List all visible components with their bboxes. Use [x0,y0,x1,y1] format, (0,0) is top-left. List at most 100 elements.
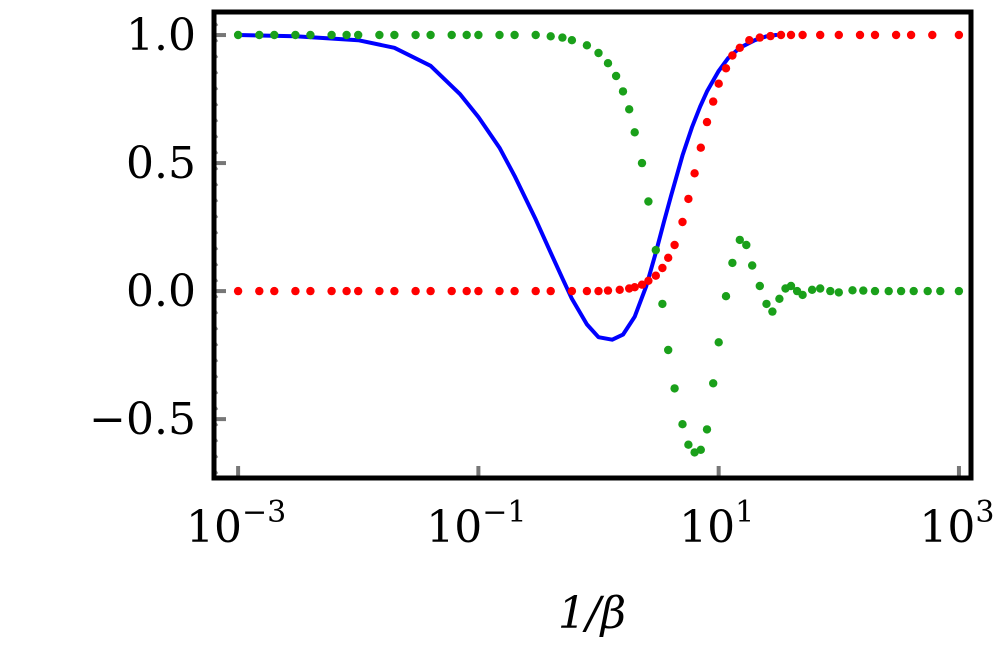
series-1-point [678,217,687,227]
series-2-point [735,235,744,245]
series-2-point [233,30,243,40]
series-1-point [426,286,435,296]
series-1-point [255,286,264,296]
series-2-point [709,379,718,388]
series-2-point [390,30,399,40]
series-2-point [644,197,653,206]
ticks [211,19,961,480]
series-2-point [684,440,693,449]
series-2-point [447,30,456,40]
series-2-point [255,30,264,40]
series-2-point [567,36,577,45]
series-1-point [375,286,384,296]
series-2-point [859,286,868,295]
series-2-point [327,30,336,40]
series-1-point [834,30,843,40]
series-1-point [721,64,731,73]
series-2-point [630,128,639,137]
series-0-line [236,33,778,342]
y-tick-label: −0.5 [89,394,196,445]
series-1-point [651,271,660,280]
series-1-point [637,280,647,289]
x-tick-label: 10−3 [186,495,286,553]
series-1-point [582,286,592,296]
series-2-point [625,105,634,114]
series-2-point [870,286,880,296]
series-2-point [762,299,771,309]
series-2-point [748,261,757,270]
series-2-point [426,30,435,40]
series-2-point [786,281,796,291]
series-1-point [658,263,667,273]
series-1-point [696,143,705,152]
series-1-point [474,286,483,296]
series-1-point [664,253,673,262]
series-1-point [798,30,807,40]
series-1-point [531,286,540,296]
plot-frame [211,9,974,481]
y-tick-label: 0.0 [126,266,196,317]
series-1-point [615,285,624,294]
series-1-point [291,286,300,296]
series-2-point [270,30,279,40]
series-2-point [618,87,628,96]
x-tick-label: 10−1 [426,495,526,553]
series-1-point [928,30,937,40]
series-1-point [690,169,699,178]
series-1-point [644,276,653,285]
series-2-point [664,345,673,355]
series-1-point [728,51,737,60]
series-2-point [495,30,504,40]
series-2-point [775,294,784,303]
series-1-point [702,117,712,127]
series-2-point [696,445,705,454]
series-1-point [709,97,718,106]
series-1-point [891,30,901,40]
series-2-point [909,286,918,296]
series-2-point [834,288,843,297]
tick-labels: 1.0 0.5 0.0 −0.5 10−3 10−1 101 103 [89,10,994,553]
series-2-point [884,286,893,296]
series-2-point [798,290,807,300]
x-tick-label: 101 [679,495,754,553]
series-1-point [870,30,880,40]
series-2-point [531,30,540,40]
series-1-point [462,286,471,296]
series-1-point [447,286,456,296]
series-2-point [637,158,647,168]
series-1-point [495,286,504,296]
series-2-point [603,59,613,68]
series-2-point [291,30,300,40]
series-1-point [546,286,555,296]
series-2-point [354,30,363,40]
series-2-point [848,286,857,295]
series-1-point [786,30,796,40]
series-2-point [923,286,932,296]
series-2-point [658,299,667,309]
series-2-point [670,384,679,393]
series-2-point [306,30,315,40]
series-2-point [611,71,621,81]
series-1-point [855,30,865,40]
series-1-point [816,30,825,40]
series-2-point [558,33,567,42]
series-1-point [735,43,744,52]
plot-area [233,30,964,457]
series-2-point [546,32,555,41]
y-tick-label: 1.0 [126,10,196,61]
series-2-point [462,30,471,40]
series-2-point [375,30,384,40]
series-2-point [594,48,603,58]
series-1-point [684,194,693,204]
series-1-point [342,286,351,296]
series-2-point [728,258,737,268]
series-1-point [766,31,775,41]
series-1-point [594,286,603,296]
series-2-point [721,292,731,301]
series-2-point [768,307,777,316]
y-tick-label: 0.5 [126,138,196,189]
series-1-point [755,33,764,42]
series-1-point [603,286,613,295]
series-1-point [327,286,336,296]
series-2-point [714,338,723,347]
